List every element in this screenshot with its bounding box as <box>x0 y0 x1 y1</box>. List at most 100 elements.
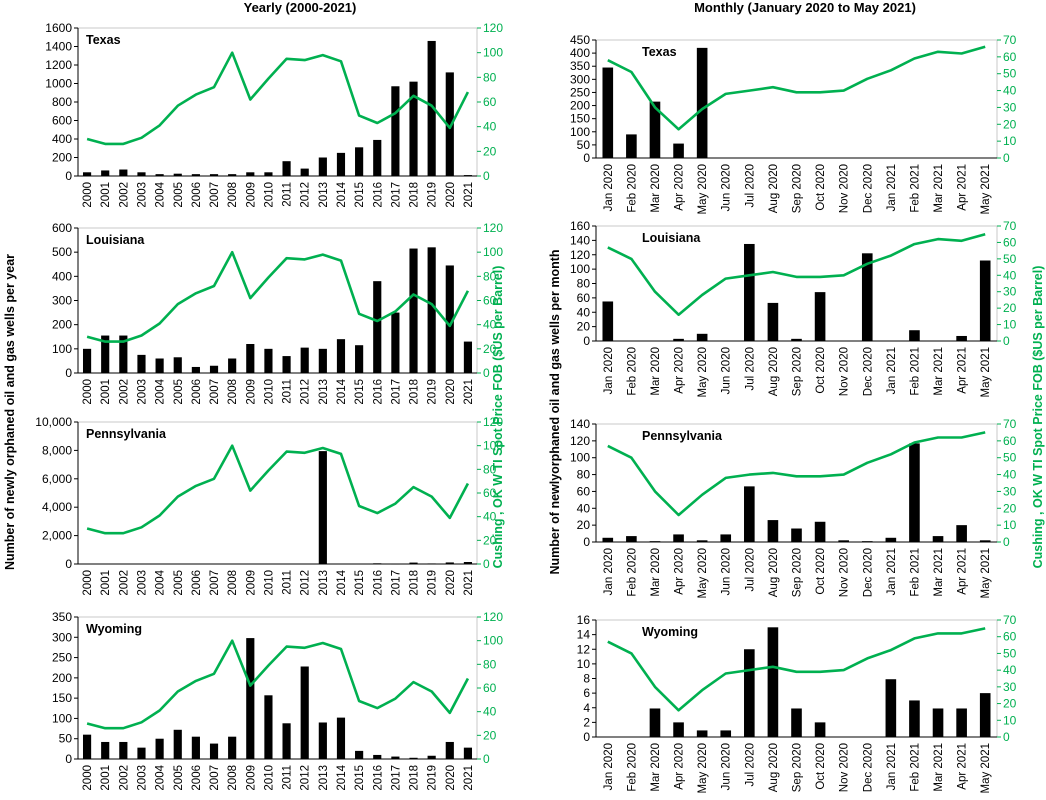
monthly-wyoming-x-tick-label: Mar 2021 <box>933 743 945 792</box>
monthly-texas-y-tick-label: 400 <box>570 46 590 60</box>
yearly-louisiana-y-tick-label: 100 <box>52 342 72 356</box>
yearly-pennsylvania-y2-tick-label: 80 <box>483 462 497 476</box>
yearly-texas-x-tick-label: 2017 <box>390 182 402 208</box>
yearly-texas-bar-2014 <box>336 152 346 176</box>
monthly-wyoming-y-tick-label: 6 <box>583 686 590 700</box>
monthly-pennsylvania-bar-aug-2020 <box>767 520 779 542</box>
monthly-wyoming-bar-may-2020 <box>696 730 708 737</box>
yearly-pennsylvania-x-tick-label: 2014 <box>336 569 348 595</box>
yearly-texas-x-tick-label: 2019 <box>427 182 439 208</box>
monthly-louisiana-y-tick-label: 40 <box>577 305 591 319</box>
monthly-pennsylvania-x-tick-label: Jun 2020 <box>721 548 733 595</box>
yearly-pennsylvania-bar-2018 <box>409 562 418 564</box>
yearly-pennsylvania-bar-2015 <box>355 563 364 565</box>
yearly-wyoming-price-line <box>86 639 470 730</box>
monthly-texas-x-tick-label: Jan 2020 <box>603 164 615 211</box>
yearly-wyoming-bar-2007 <box>209 743 219 759</box>
monthly-pennsylvania-bar-oct-2020 <box>814 521 826 542</box>
monthly-louisiana-bar-jul-2020 <box>744 243 755 341</box>
yearly-wyoming-plot-frame <box>77 616 478 760</box>
monthly-texas-x-tick-label: Jun 2020 <box>721 164 733 211</box>
yearly-wyoming-y2-tick-label: 20 <box>483 728 497 742</box>
yearly-texas-bar-2015 <box>355 147 364 176</box>
yearly-texas-y2-tick-label: 100 <box>483 46 503 60</box>
yearly-pennsylvania-y-tick-label: 4,000 <box>42 500 72 514</box>
monthly-wyoming-bar-apr-2021 <box>956 708 967 737</box>
monthly-louisiana-bar-oct-2020 <box>814 292 826 341</box>
monthly-pennsylvania-bar-jan-2021 <box>885 537 897 542</box>
monthly-pennsylvania-x-tick-label: Apr 2020 <box>674 548 686 595</box>
monthly-pennsylvania-price-line <box>607 431 986 517</box>
yearly-wyoming-bar-2011 <box>282 723 291 759</box>
monthly-louisiana-x-tick-label: May 2020 <box>697 347 709 398</box>
yearly-texas-bar-2003 <box>137 172 146 176</box>
monthly-texas-y-tick-label: 0 <box>583 151 590 165</box>
monthly-texas-y2-tick-label: 50 <box>1003 67 1017 81</box>
monthly-louisiana-x-tick-label: Dec 2020 <box>862 347 874 396</box>
yearly-wyoming-bar-2003 <box>137 747 146 759</box>
yearly-texas-y2-tick-label: 80 <box>483 70 497 84</box>
monthly-wyoming-y-tick-label: 10 <box>577 657 591 671</box>
monthly-louisiana-bar-sep-2020 <box>791 338 802 341</box>
yearly-pennsylvania-plot-frame <box>77 421 478 565</box>
monthly-wyoming-bar-oct-2020 <box>814 722 826 737</box>
yearly-pennsylvania-x-tick-label: 2010 <box>263 570 275 596</box>
yearly-wyoming-y-tick-label: 100 <box>52 711 72 725</box>
monthly-louisiana-x-tick-label: Apr 2021 <box>957 347 969 394</box>
monthly-louisiana-bar-may-2021 <box>979 260 991 341</box>
yearly-wyoming-x-tick-label: 2000 <box>82 765 94 791</box>
yearly-wyoming-y2-tick-label: 80 <box>483 657 497 671</box>
yearly-pennsylvania-bar-2019 <box>427 563 436 565</box>
yearly-wyoming-bar-2019 <box>427 755 436 759</box>
yearly-wyoming-x-tick-label: 2006 <box>191 765 203 791</box>
yearly-pennsylvania-x-tick-label: 2011 <box>282 570 294 595</box>
yearly-louisiana-x-tick-label: 2015 <box>354 379 366 405</box>
yearly-pennsylvania-y2-tick-label: 20 <box>483 533 497 547</box>
yearly-texas-x-tick-label: 2012 <box>300 182 312 208</box>
monthly-wyoming-y2-tick-label: 60 <box>1003 630 1017 644</box>
monthly-texas-x-tick-label: Apr 2020 <box>674 164 686 211</box>
monthly-louisiana-x-tick-label: Jul 2020 <box>744 347 756 390</box>
monthly-wyoming-y-tick-label: 14 <box>577 628 591 642</box>
yearly-texas-x-tick-label: 2008 <box>227 182 239 208</box>
monthly-louisiana-y-tick-label: 120 <box>570 248 590 262</box>
yearly-texas-bar-2010 <box>264 172 273 176</box>
yearly-pennsylvania-x-tick-label: 2016 <box>372 570 384 596</box>
yearly-texas-y-tick-label: 600 <box>52 114 72 128</box>
monthly-wyoming-y2-tick-label: 50 <box>1003 646 1017 660</box>
yearly-wyoming-x-tick-label: 2009 <box>245 765 257 791</box>
monthly-louisiana-y2-tick-label: 30 <box>1003 285 1017 299</box>
yearly-wyoming-y2-tick-label: 0 <box>483 752 490 766</box>
yearly-wyoming-x-tick-label: 2012 <box>300 765 312 791</box>
yearly-wyoming-y2-tick-label: 100 <box>483 634 503 648</box>
yearly-pennsylvania-state-label: Pennsylvania <box>86 427 167 441</box>
yearly-texas-bar-2002 <box>119 169 128 176</box>
yearly-wyoming-x-tick-label: 2019 <box>427 765 439 791</box>
monthly-pennsylvania-y2-tick-label: 40 <box>1003 468 1017 482</box>
monthly-louisiana-y-tick-label: 100 <box>570 262 590 276</box>
yearly-louisiana-x-tick-label: 2012 <box>300 379 312 405</box>
monthly-pennsylvania-bar-may-2021 <box>979 540 991 542</box>
monthly-texas-y-tick-label: 50 <box>577 138 591 152</box>
yearly-texas-state-label: Texas <box>86 33 121 47</box>
yearly-texas-x-tick-label: 2020 <box>445 182 457 208</box>
yearly-wyoming-x-tick-label: 2020 <box>445 765 457 791</box>
yearly-texas-x-tick-label: 2006 <box>191 182 203 208</box>
yearly-wyoming-bar-2000 <box>82 734 92 759</box>
monthly-pennsylvania-bar-mar-2021 <box>932 536 944 542</box>
yearly-louisiana-x-tick-label: 2011 <box>282 379 294 404</box>
monthly-pennsylvania-bar-feb-2021 <box>909 443 920 542</box>
monthly-texas-y2-tick-label: 20 <box>1003 117 1017 131</box>
monthly-pennsylvania-bar-nov-2020 <box>838 540 849 542</box>
monthly-pennsylvania-bar-jul-2020 <box>744 486 755 542</box>
monthly-pennsylvania-bar-dec-2020 <box>861 541 873 542</box>
monthly-pennsylvania-y2-tick-label: 70 <box>1003 417 1017 431</box>
monthly-texas-y-tick-label: 200 <box>570 99 590 113</box>
yearly-louisiana-bar-2017 <box>391 312 400 373</box>
monthly-texas-state-label: Texas <box>642 45 677 59</box>
yearly-louisiana-bar-2020 <box>445 265 454 373</box>
yearly-louisiana-bar-2005 <box>173 357 182 373</box>
yearly-wyoming-x-tick-label: 2007 <box>209 765 221 791</box>
yearly-wyoming-bar-2014 <box>336 717 346 759</box>
